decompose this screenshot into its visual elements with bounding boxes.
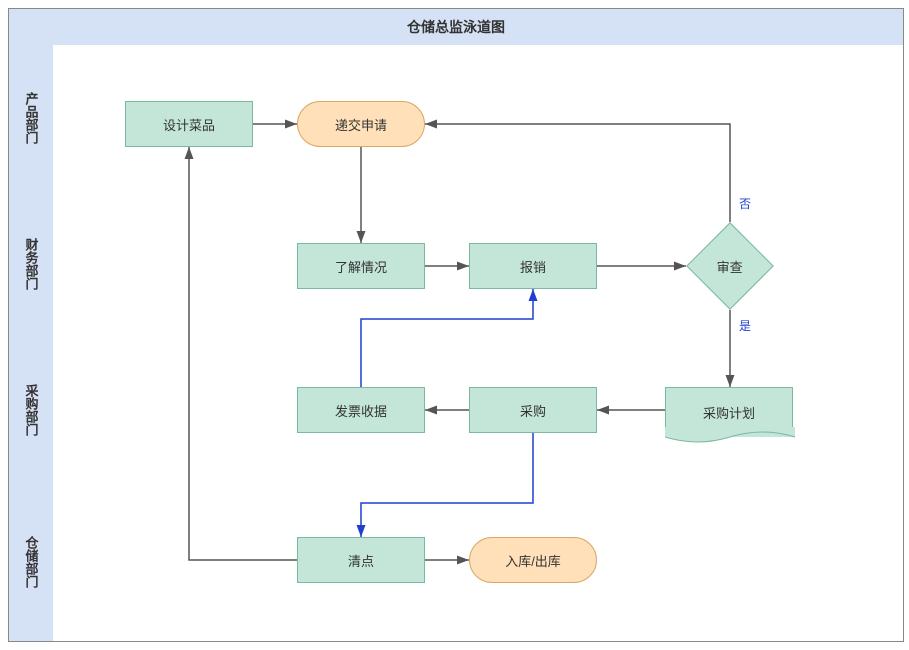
lane-label-prod: 产品部门 (9, 45, 53, 192)
lane-label-proc: 采购部门 (9, 337, 53, 484)
edge-label-n5-n6: 是 (739, 317, 751, 334)
lane-label-fin: 财务部门 (9, 191, 53, 338)
lane-label-store: 仓储部门 (9, 483, 53, 641)
swimlane-diagram: 仓储总监泳道图产品部门财务部门采购部门仓储部门否是设计菜品递交申请了解情况报销审… (8, 8, 904, 642)
node-n6: 采购计划 (665, 387, 793, 437)
node-n2: 递交申请 (297, 101, 425, 147)
node-n9: 清点 (297, 537, 425, 583)
node-n3: 了解情况 (297, 243, 425, 289)
node-n7: 采购 (469, 387, 597, 433)
edge-label-n5-n2: 否 (739, 195, 751, 212)
node-n10: 入库/出库 (469, 537, 597, 583)
node-n4: 报销 (469, 243, 597, 289)
node-n8: 发票收据 (297, 387, 425, 433)
node-n1: 设计菜品 (125, 101, 253, 147)
diagram-title: 仓储总监泳道图 (9, 9, 903, 46)
